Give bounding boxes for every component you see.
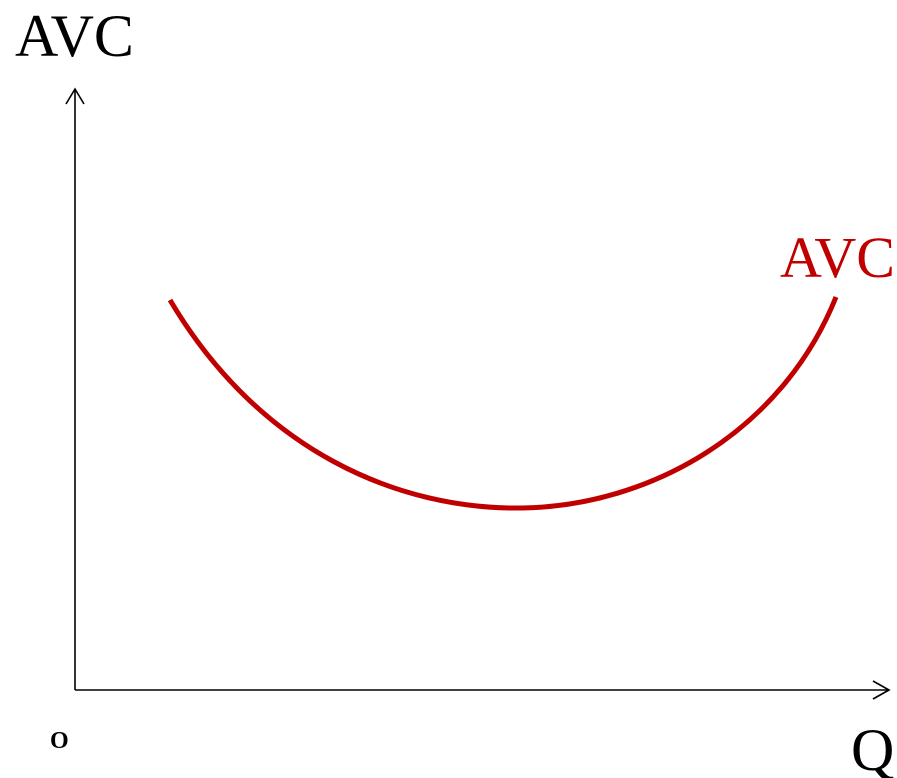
avc-curve — [167, 296, 839, 511]
y-axis-arrow — [65, 87, 85, 105]
y-axis-label: AVC — [15, 3, 134, 69]
curve-label: AVC — [780, 225, 895, 290]
origin-label: O — [50, 728, 69, 754]
x-axis-label: Q — [851, 717, 894, 778]
x-axis-arrow — [872, 680, 891, 700]
